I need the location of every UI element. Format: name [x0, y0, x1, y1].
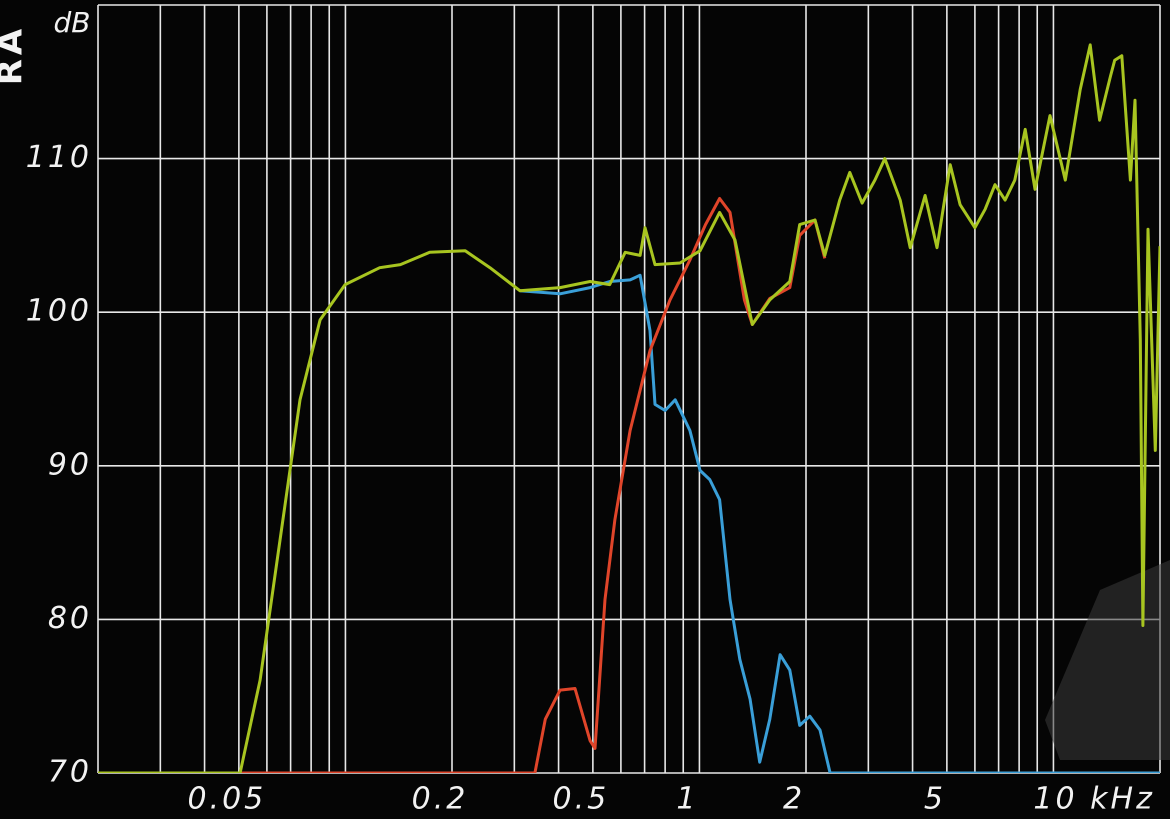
y-tick-label: 110	[26, 140, 92, 175]
series-line	[519, 273, 1160, 773]
x-tick-label: 2	[783, 782, 805, 817]
y-tick-label: 80	[48, 601, 92, 636]
logo: RA	[0, 25, 31, 86]
y-tick-label: 100	[26, 294, 92, 329]
x-tick-label: 0.05	[187, 782, 266, 817]
x-tick-label: 0.2	[412, 782, 469, 817]
logo-box	[0, 0, 34, 110]
x-tick-label: 10 kHz	[1033, 782, 1154, 817]
y-axis-label: dB	[54, 6, 91, 39]
x-tick-label: 1	[676, 782, 698, 817]
x-tick-label: 0.5	[553, 782, 610, 817]
plot-area	[98, 5, 1160, 773]
watermark-shape	[1045, 560, 1170, 760]
x-tick-label: 5	[924, 782, 946, 817]
y-tick-label: 70	[48, 755, 92, 790]
series-line	[98, 43, 1160, 773]
tick-labels: 70 80 90 100 110 0.05 0.2 0.5 1 2 5 10 kHz	[26, 140, 1154, 817]
y-tick-label: 90	[48, 447, 92, 482]
lines	[98, 43, 1160, 773]
